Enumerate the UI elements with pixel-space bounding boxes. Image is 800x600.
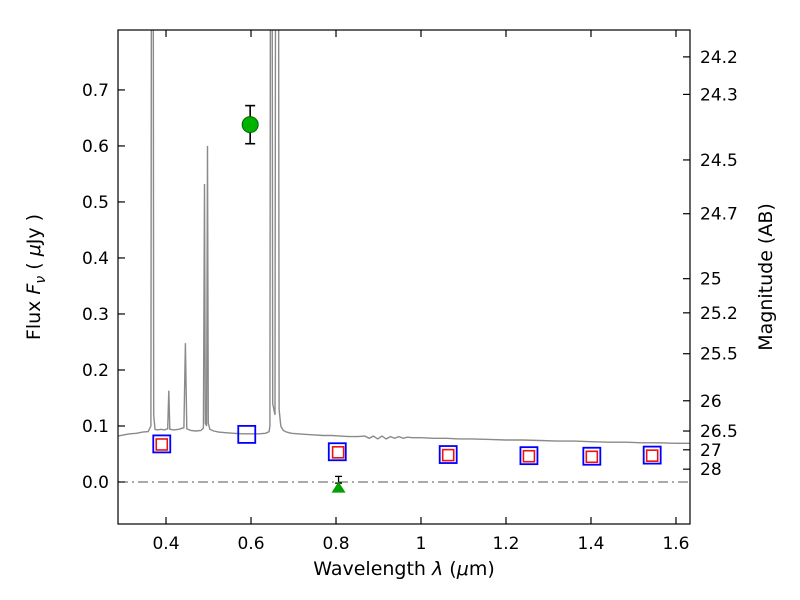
y-right-tick-label: 24.2 xyxy=(700,48,738,68)
y-left-tick-label: 0.3 xyxy=(82,305,109,325)
observed-photometry-square xyxy=(441,448,455,462)
y-right-tick-label: 27 xyxy=(700,441,722,461)
y-left-tick-label: 0.5 xyxy=(82,193,109,213)
x-tick-label: 1.6 xyxy=(662,534,689,554)
y-right-tick-label: 24.3 xyxy=(700,85,738,105)
observed-photometry-square xyxy=(522,449,536,463)
y-left-tick-label: 0.6 xyxy=(82,137,109,157)
y-left-tick-label: 0.7 xyxy=(82,81,109,101)
x-tick-label: 1.2 xyxy=(492,534,519,554)
y-right-tick-label: 25.5 xyxy=(700,345,738,365)
model-photometry-square xyxy=(582,446,602,466)
model-photometry-square xyxy=(519,446,539,466)
y-right-tick-label: 25 xyxy=(700,270,722,290)
model-spectrum-line xyxy=(118,30,690,444)
y-right-tick-label: 26 xyxy=(700,392,722,412)
y-right-tick-label: 24.5 xyxy=(700,151,738,171)
y-right-tick-label: 26.5 xyxy=(700,422,738,442)
x-tick-label: 1.4 xyxy=(577,534,604,554)
observed-photometry-square xyxy=(585,450,599,464)
model-photometry-square xyxy=(327,442,347,462)
y-right-tick-label: 25.2 xyxy=(700,304,738,324)
y-right-tick-label: 28 xyxy=(700,460,722,480)
x-axis-label: Wavelength λ (μm) xyxy=(313,558,494,580)
observed-photometry-square xyxy=(331,446,345,459)
x-tick-label: 0.8 xyxy=(322,534,349,554)
y-left-tick-label: 0.1 xyxy=(82,417,109,437)
y-right-tick-label: 24.7 xyxy=(700,205,738,225)
model-photometry-square xyxy=(152,434,172,454)
model-photometry-square xyxy=(438,445,458,464)
y-left-tick-label: 0.4 xyxy=(82,249,109,269)
upper-limit-triangle xyxy=(331,481,346,493)
axes-frame xyxy=(117,29,691,525)
y-left-tick-label: 0.2 xyxy=(82,361,109,381)
plot-area xyxy=(118,30,690,493)
observed-photometry-square xyxy=(155,438,169,451)
y-left-axis-label: Flux Fν ( μJy ) xyxy=(23,214,49,340)
observed-photometry-square xyxy=(645,449,659,462)
detection-circle xyxy=(241,116,259,134)
y-left-tick-label: 0.0 xyxy=(82,473,109,493)
model-photometry-square xyxy=(237,424,257,444)
y-right-axis-label: Magnitude (AB) xyxy=(755,203,777,351)
x-tick-label: 0.6 xyxy=(237,534,264,554)
x-tick-label: 1 xyxy=(416,534,427,554)
model-photometry-square xyxy=(642,445,662,465)
x-tick-label: 0.4 xyxy=(152,534,179,554)
